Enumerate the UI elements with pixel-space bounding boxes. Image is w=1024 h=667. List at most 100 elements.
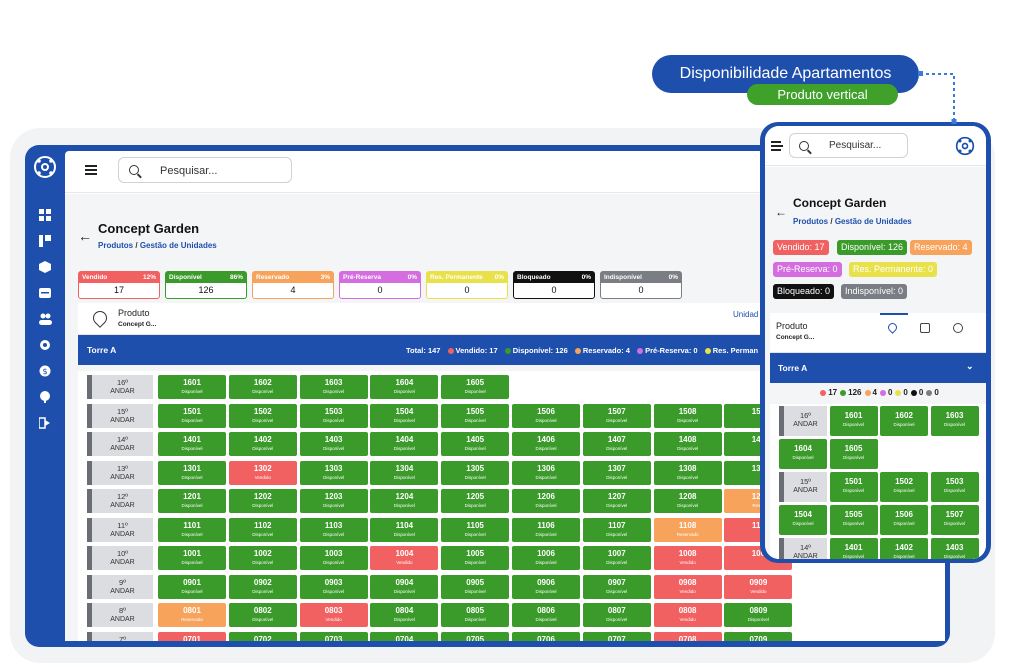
unit-cell[interactable]: 1203 Disponível (299, 489, 368, 513)
unit-cell[interactable]: 1507 Disponível (582, 403, 651, 428)
unit-cell[interactable]: 1206 Disponível (512, 489, 580, 513)
mobile-unit-cell[interactable]: 1605 Disponível (829, 439, 878, 469)
unit-cell[interactable]: 1504 Disponível (370, 403, 439, 428)
unit-cell[interactable]: 1603 Disponível (299, 375, 368, 399)
table-icon[interactable] (37, 285, 53, 301)
unit-cell[interactable]: 1005 Disponível (441, 546, 510, 570)
mobile-unit-cell[interactable]: 1502 Disponível (880, 472, 928, 502)
box-icon[interactable] (37, 259, 53, 275)
users-icon[interactable] (37, 311, 53, 327)
stat-card[interactable]: Disponível 86% 126 (165, 271, 247, 299)
unit-cell[interactable]: 1006 Disponível (512, 546, 580, 570)
unit-cell[interactable]: 0801 Reservado (158, 603, 226, 627)
unit-cell[interactable]: 0708 (653, 631, 722, 641)
unit-cell[interactable]: 0802 Disponível (228, 603, 297, 627)
stat-card[interactable]: Reservado 3% 4 (252, 271, 334, 299)
unit-cell[interactable]: 1204 Disponível (370, 489, 439, 513)
unit-cell[interactable]: 1201 Disponível (158, 489, 226, 513)
mobile-unit-cell[interactable]: 1402 Disponível (880, 538, 928, 559)
unit-cell[interactable]: 1301 Disponível (158, 460, 226, 485)
unit-cell[interactable]: 0809 Disponível (724, 603, 793, 627)
unit-cell[interactable]: 0803 Vendido (299, 603, 368, 627)
status-chip[interactable]: Bloqueado: 0 (773, 284, 835, 299)
unit-cell[interactable]: 1103 Disponível (299, 517, 368, 542)
unit-cell[interactable]: 1004 Vendido (370, 546, 439, 570)
mobile-unit-cell[interactable]: 1403 Disponível (930, 538, 979, 559)
logout-icon[interactable] (37, 415, 53, 431)
unit-cell[interactable]: 0701 (158, 631, 226, 641)
unit-cell[interactable]: 0805 Disponível (441, 603, 510, 627)
mobile-unit-cell[interactable]: 1602 Disponível (880, 406, 928, 436)
mobile-unit-cell[interactable]: 1604 Disponível (779, 439, 827, 469)
unit-cell[interactable]: 1007 Disponível (582, 546, 651, 570)
unit-cell[interactable]: 1408 Disponível (653, 432, 722, 456)
mobile-breadcrumb-root[interactable]: Produtos (793, 217, 829, 226)
unit-cell[interactable]: 1401 Disponível (158, 432, 226, 456)
unit-cell[interactable]: 1506 Disponível (512, 403, 580, 428)
unit-cell[interactable]: 0705 (441, 631, 510, 641)
mobile-tower-header[interactable]: Torre A ⌄ (770, 353, 986, 383)
status-chip[interactable]: Vendido: 17 (773, 240, 829, 255)
mobile-unit-cell[interactable]: 1401 Disponível (829, 538, 878, 559)
mobile-menu-icon[interactable] (771, 141, 783, 151)
status-chip[interactable]: Disponível: 126 (837, 240, 908, 255)
mobile-back-arrow-icon[interactable]: ← (775, 205, 787, 219)
mobile-unit-cell[interactable]: 1501 Disponível (829, 472, 878, 502)
mobile-tab-settings-icon[interactable] (953, 323, 963, 333)
unit-cell[interactable]: 1104 Disponível (370, 517, 439, 542)
kanban-icon[interactable] (37, 233, 53, 249)
mobile-unit-cell[interactable]: 1506 Disponível (880, 505, 928, 535)
stat-card[interactable]: Vendido 12% 17 (78, 271, 160, 299)
stat-card[interactable]: Pré-Reserva 0% 0 (339, 271, 421, 299)
unit-cell[interactable]: 0907 Disponível (582, 574, 651, 599)
unit-cell[interactable]: 0807 Disponível (582, 603, 651, 627)
unit-cell[interactable]: 1303 Disponível (299, 460, 368, 485)
unit-cell[interactable]: 1108 Reservado (653, 517, 722, 542)
breadcrumb-root[interactable]: Produtos (98, 241, 134, 250)
unit-cell[interactable]: 1001 Disponível (158, 546, 226, 570)
unit-cell[interactable]: 0806 Disponível (512, 603, 580, 627)
unit-cell[interactable]: 1508 Disponível (653, 403, 722, 428)
unit-cell[interactable]: 1207 Disponível (582, 489, 651, 513)
unit-cell[interactable]: 0909 Vendido (724, 574, 793, 599)
unit-cell[interactable]: 1605 Disponível (441, 375, 510, 399)
unit-cell[interactable]: 0905 Disponível (441, 574, 510, 599)
unit-cell[interactable]: 1202 Disponível (228, 489, 297, 513)
unit-cell[interactable]: 1305 Disponível (441, 460, 510, 485)
unit-cell[interactable]: 1101 Disponível (158, 517, 226, 542)
unit-cell[interactable]: 1302 Vendido (228, 460, 297, 485)
unit-cell[interactable]: 1604 Disponível (370, 375, 439, 399)
unit-cell[interactable]: 0903 Disponível (299, 574, 368, 599)
unit-cell[interactable]: 1405 Disponível (441, 432, 510, 456)
status-chip[interactable]: Res. Permanente: 0 (849, 262, 938, 277)
unit-cell[interactable]: 0902 Disponível (228, 574, 297, 599)
unit-cell[interactable]: 0707 (582, 631, 651, 641)
mobile-unit-cell[interactable]: 1505 Disponível (829, 505, 878, 535)
stat-card[interactable]: Res. Permanente 0% 0 (426, 271, 508, 299)
unit-cell[interactable]: 1403 Disponível (299, 432, 368, 456)
unit-cell[interactable]: 1107 Disponível (582, 517, 651, 542)
status-chip[interactable]: Indisponível: 0 (841, 284, 908, 299)
unit-cell[interactable]: 1503 Disponível (299, 403, 368, 428)
unit-cell[interactable]: 1304 Disponível (370, 460, 439, 485)
unit-cell[interactable]: 0804 Disponível (370, 603, 439, 627)
coins-icon[interactable]: $ (37, 363, 53, 379)
unit-cell[interactable]: 0704 (370, 631, 439, 641)
back-arrow-icon[interactable]: ← (78, 228, 92, 244)
gear-icon[interactable] (37, 337, 53, 353)
unit-cell[interactable]: 1505 Disponível (441, 403, 510, 428)
unit-cell[interactable]: 0709 (724, 631, 793, 641)
unit-cell[interactable]: 1602 Disponível (228, 375, 297, 399)
stat-card[interactable]: Bloqueado 0% 0 (513, 271, 595, 299)
unit-cell[interactable]: 0908 Vendido (653, 574, 722, 599)
status-chip[interactable]: Reservado: 4 (910, 240, 972, 255)
dashboard-icon[interactable] (37, 207, 53, 223)
unit-cell[interactable]: 1404 Disponível (370, 432, 439, 456)
unit-cell[interactable]: 0706 (512, 631, 580, 641)
unit-cell[interactable]: 1105 Disponível (441, 517, 510, 542)
unit-cell[interactable]: 0702 (228, 631, 297, 641)
mobile-unit-cell[interactable]: 1503 Disponível (930, 472, 979, 502)
unit-cell[interactable]: 1406 Disponível (512, 432, 580, 456)
unit-cell[interactable]: 0808 Vendido (653, 603, 722, 627)
unit-cell[interactable]: 1205 Disponível (441, 489, 510, 513)
